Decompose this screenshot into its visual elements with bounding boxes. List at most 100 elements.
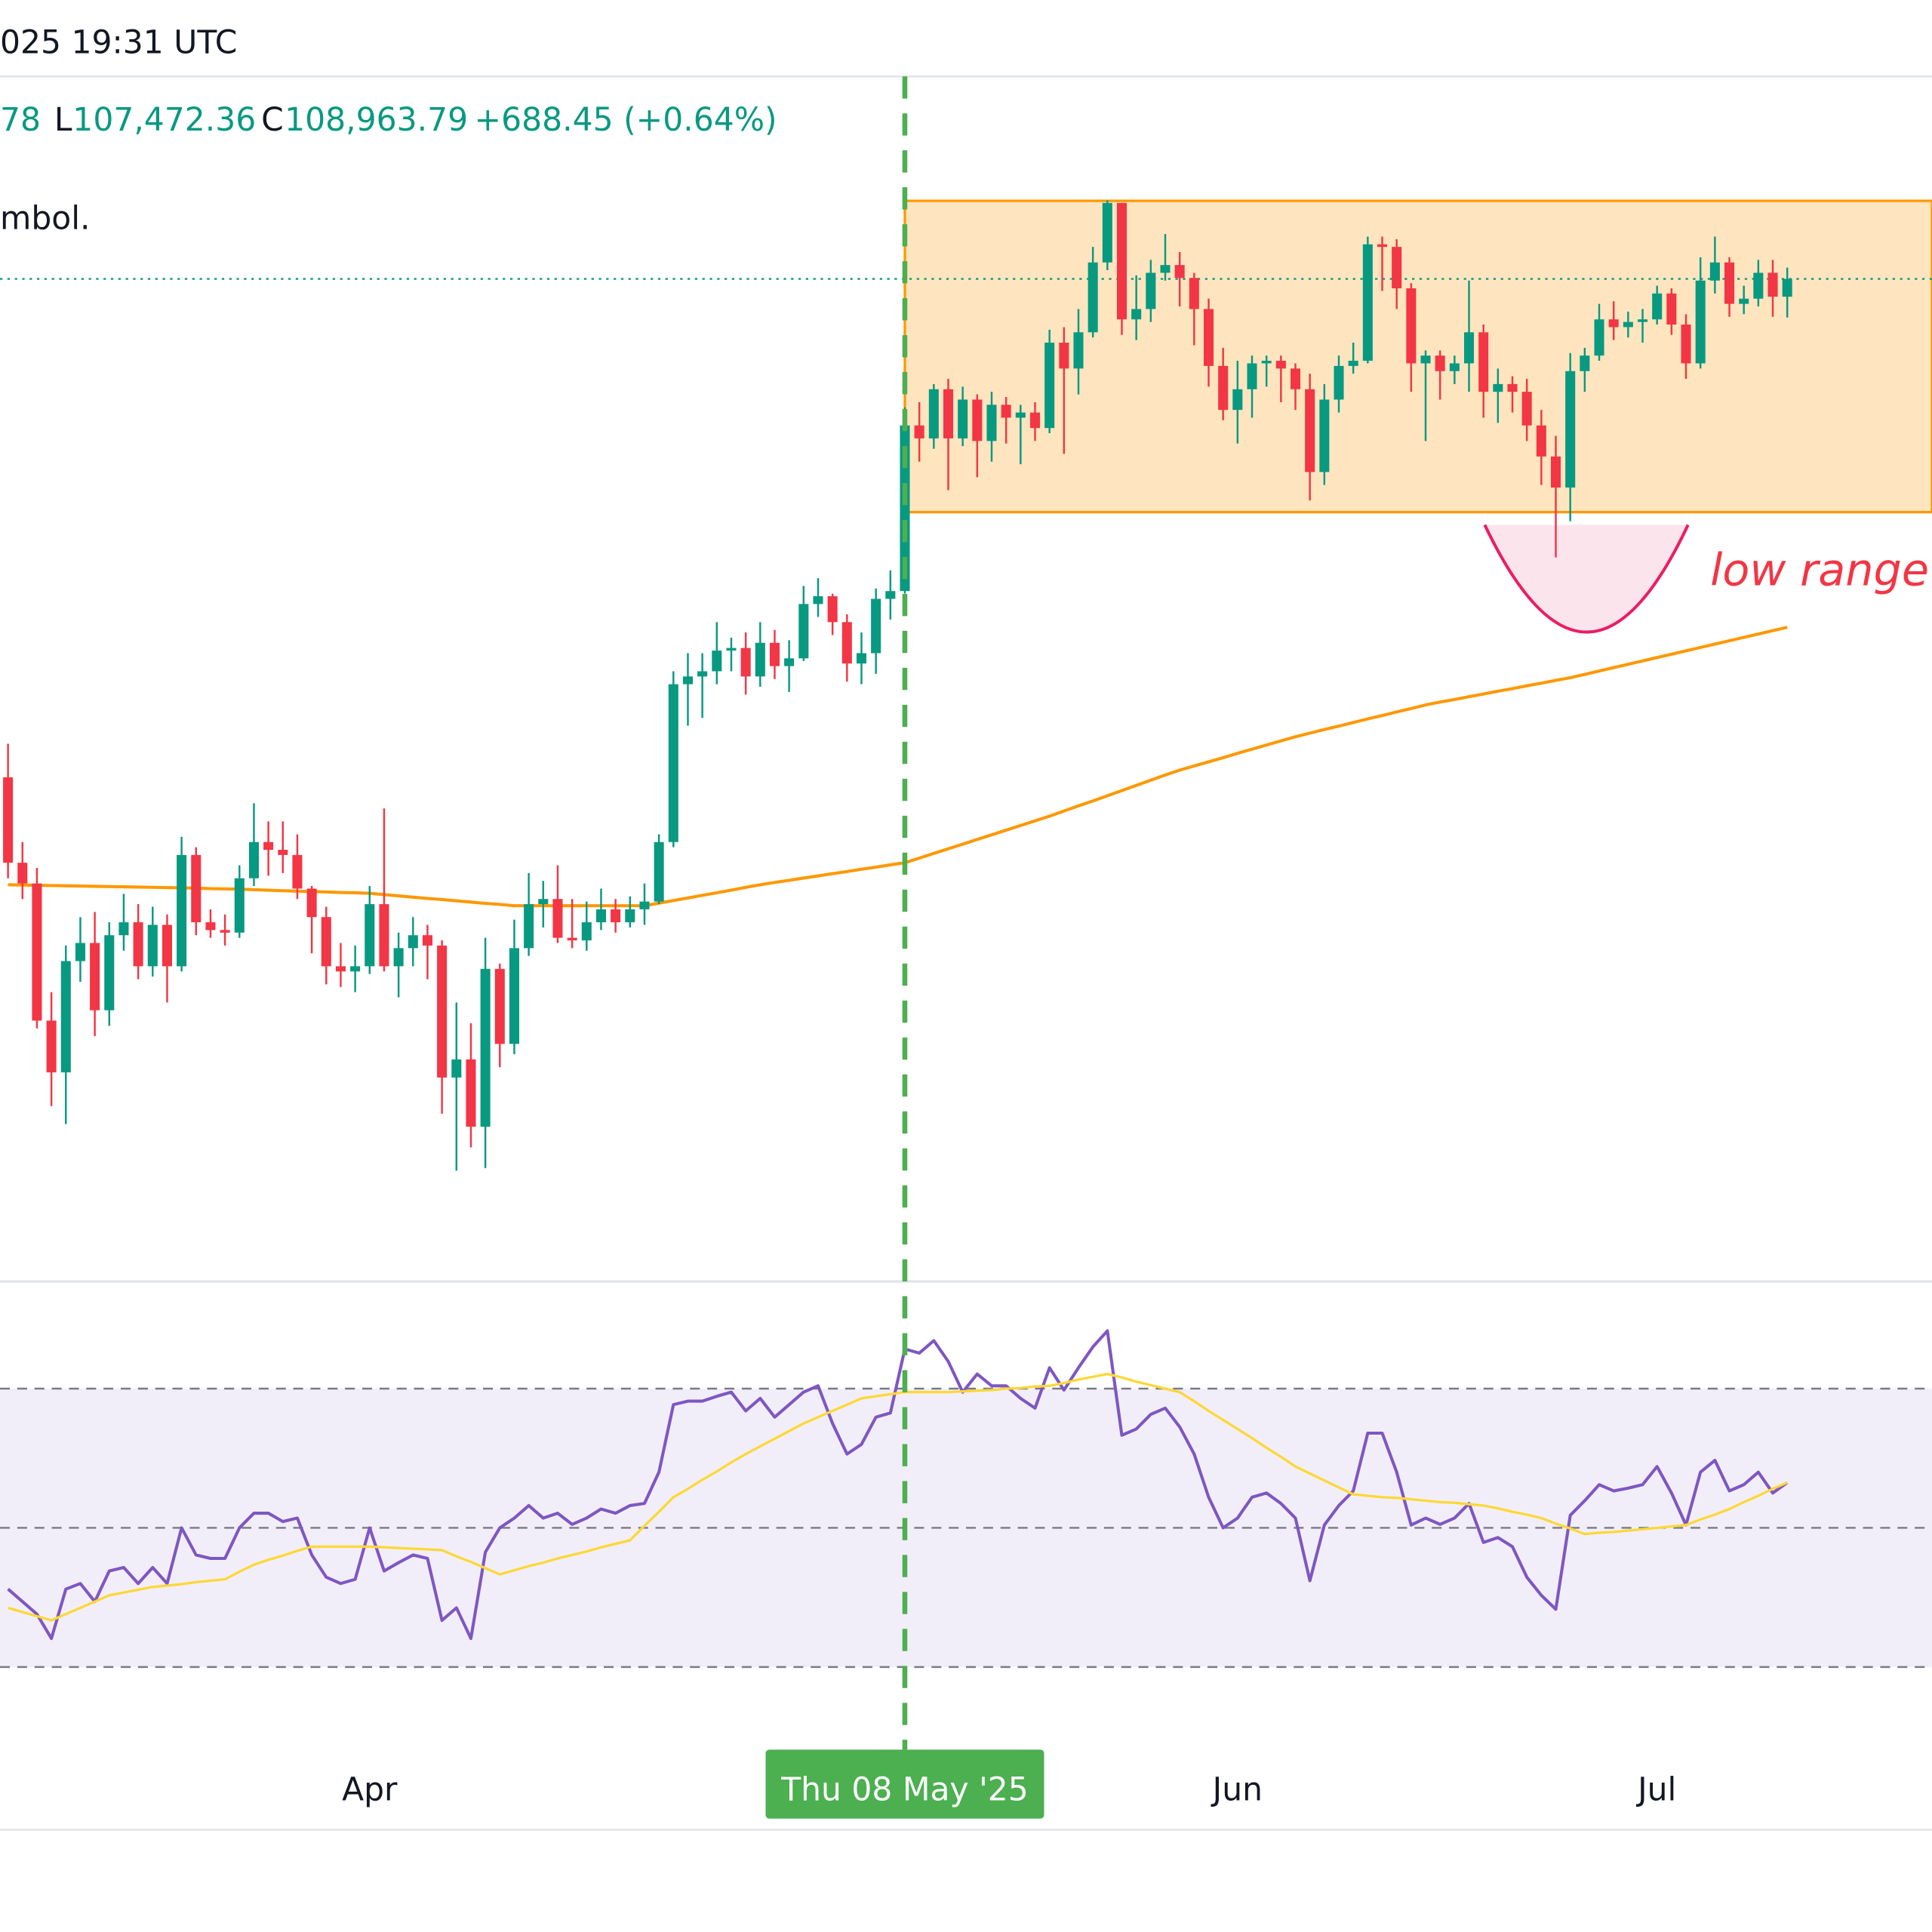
candle-body	[147, 924, 158, 967]
ohlc-close-key: C	[261, 102, 284, 139]
candle-body	[365, 904, 375, 967]
range-box	[903, 199, 1932, 514]
candle-body	[90, 943, 100, 1011]
candle-body	[133, 922, 143, 967]
candle-body	[1116, 202, 1128, 320]
candle-body	[1334, 365, 1344, 400]
candle-body	[552, 899, 563, 938]
candle-body	[1073, 332, 1084, 369]
candle-body	[379, 904, 389, 967]
candle-body	[986, 405, 997, 441]
candle-body	[1666, 293, 1677, 325]
candle-body	[1507, 383, 1518, 392]
crosshair-label: Thu 08 May '25	[780, 1771, 1029, 1808]
candle-body	[1088, 262, 1098, 333]
candle-body	[1782, 278, 1792, 297]
candle-body	[538, 899, 549, 905]
candle-body	[278, 850, 288, 855]
candle-body	[611, 909, 621, 923]
candle-body	[1536, 425, 1546, 457]
candle-body	[220, 930, 230, 933]
candle-body	[1392, 247, 1402, 289]
candle-body	[1521, 392, 1532, 426]
rsi-ma-line	[8, 1372, 1788, 1622]
candle-body	[1681, 325, 1691, 364]
candle-body	[1724, 262, 1735, 304]
candle-body	[1059, 343, 1069, 369]
x-tick-label: Jul	[1635, 1771, 1676, 1808]
candle-body	[408, 935, 418, 949]
candle-body	[1290, 368, 1301, 389]
candle-body	[306, 888, 317, 918]
candle-body	[104, 935, 115, 1011]
ohlc-low: 107,472.36	[72, 102, 256, 139]
x-tick-label: Apr	[342, 1771, 398, 1808]
annotation: low range c	[1710, 543, 1932, 595]
candle-body	[1247, 363, 1257, 389]
candle-body	[740, 648, 751, 677]
candle-body	[712, 651, 722, 672]
candle-body	[1305, 389, 1315, 472]
candle-body	[1753, 272, 1764, 299]
ohlc-high-tail: 78	[0, 102, 41, 139]
candle-body	[1160, 265, 1171, 273]
candle-body	[1652, 293, 1663, 320]
candle-body	[1044, 343, 1055, 429]
ohlc-low-key: L	[54, 102, 72, 139]
candle-body	[1146, 272, 1156, 309]
candle-body	[885, 591, 896, 599]
candle-body	[1637, 319, 1648, 322]
candle-body	[697, 671, 708, 677]
candle-body	[1015, 412, 1026, 418]
candle-body	[263, 841, 274, 851]
candle-body	[943, 389, 954, 438]
candle-body	[75, 943, 85, 961]
candle-body	[466, 1059, 476, 1127]
candle-body	[524, 904, 534, 949]
candle-body	[1435, 355, 1445, 371]
candle-body	[871, 598, 881, 654]
candle-body	[205, 922, 216, 931]
candle-body	[1102, 202, 1112, 263]
candle-body	[827, 596, 838, 623]
candle-body	[639, 901, 650, 909]
x-tick-label: Jun	[1211, 1771, 1263, 1808]
candle-body	[1232, 389, 1243, 411]
candle-body	[1348, 361, 1358, 366]
candle-body	[321, 917, 331, 967]
candle-body	[726, 648, 737, 651]
candle-body	[335, 966, 346, 972]
candle-body	[567, 937, 577, 941]
candle-body	[841, 622, 852, 664]
crosshair-label-box	[765, 1749, 1044, 1819]
moving-average	[8, 626, 1788, 908]
candle-body	[32, 883, 42, 1021]
candle-body	[856, 653, 867, 664]
candle-body	[595, 909, 607, 923]
candle-body	[1608, 319, 1619, 328]
candle-body	[1406, 288, 1417, 364]
candle-body	[1739, 298, 1749, 304]
candle-body	[480, 968, 491, 1127]
rsi-line	[7, 1329, 1789, 1641]
candle-body	[393, 948, 404, 967]
candle-body	[581, 922, 592, 941]
candle-body	[494, 968, 505, 1044]
candle-body	[1623, 321, 1633, 328]
candle-body	[451, 1059, 462, 1078]
candle-body	[755, 642, 765, 677]
candle-body	[682, 676, 694, 685]
candle-body	[1709, 262, 1720, 281]
ohlc-close: 108,963.79	[285, 102, 468, 139]
candle-body	[784, 658, 795, 666]
candle-body	[1218, 365, 1229, 411]
candle-body	[1420, 355, 1431, 364]
candle-body	[972, 399, 983, 441]
candle-body	[1261, 361, 1272, 364]
candle-body	[248, 841, 259, 878]
candle-body	[162, 924, 172, 967]
candle-body	[1189, 278, 1199, 309]
candle-body	[1131, 309, 1142, 320]
